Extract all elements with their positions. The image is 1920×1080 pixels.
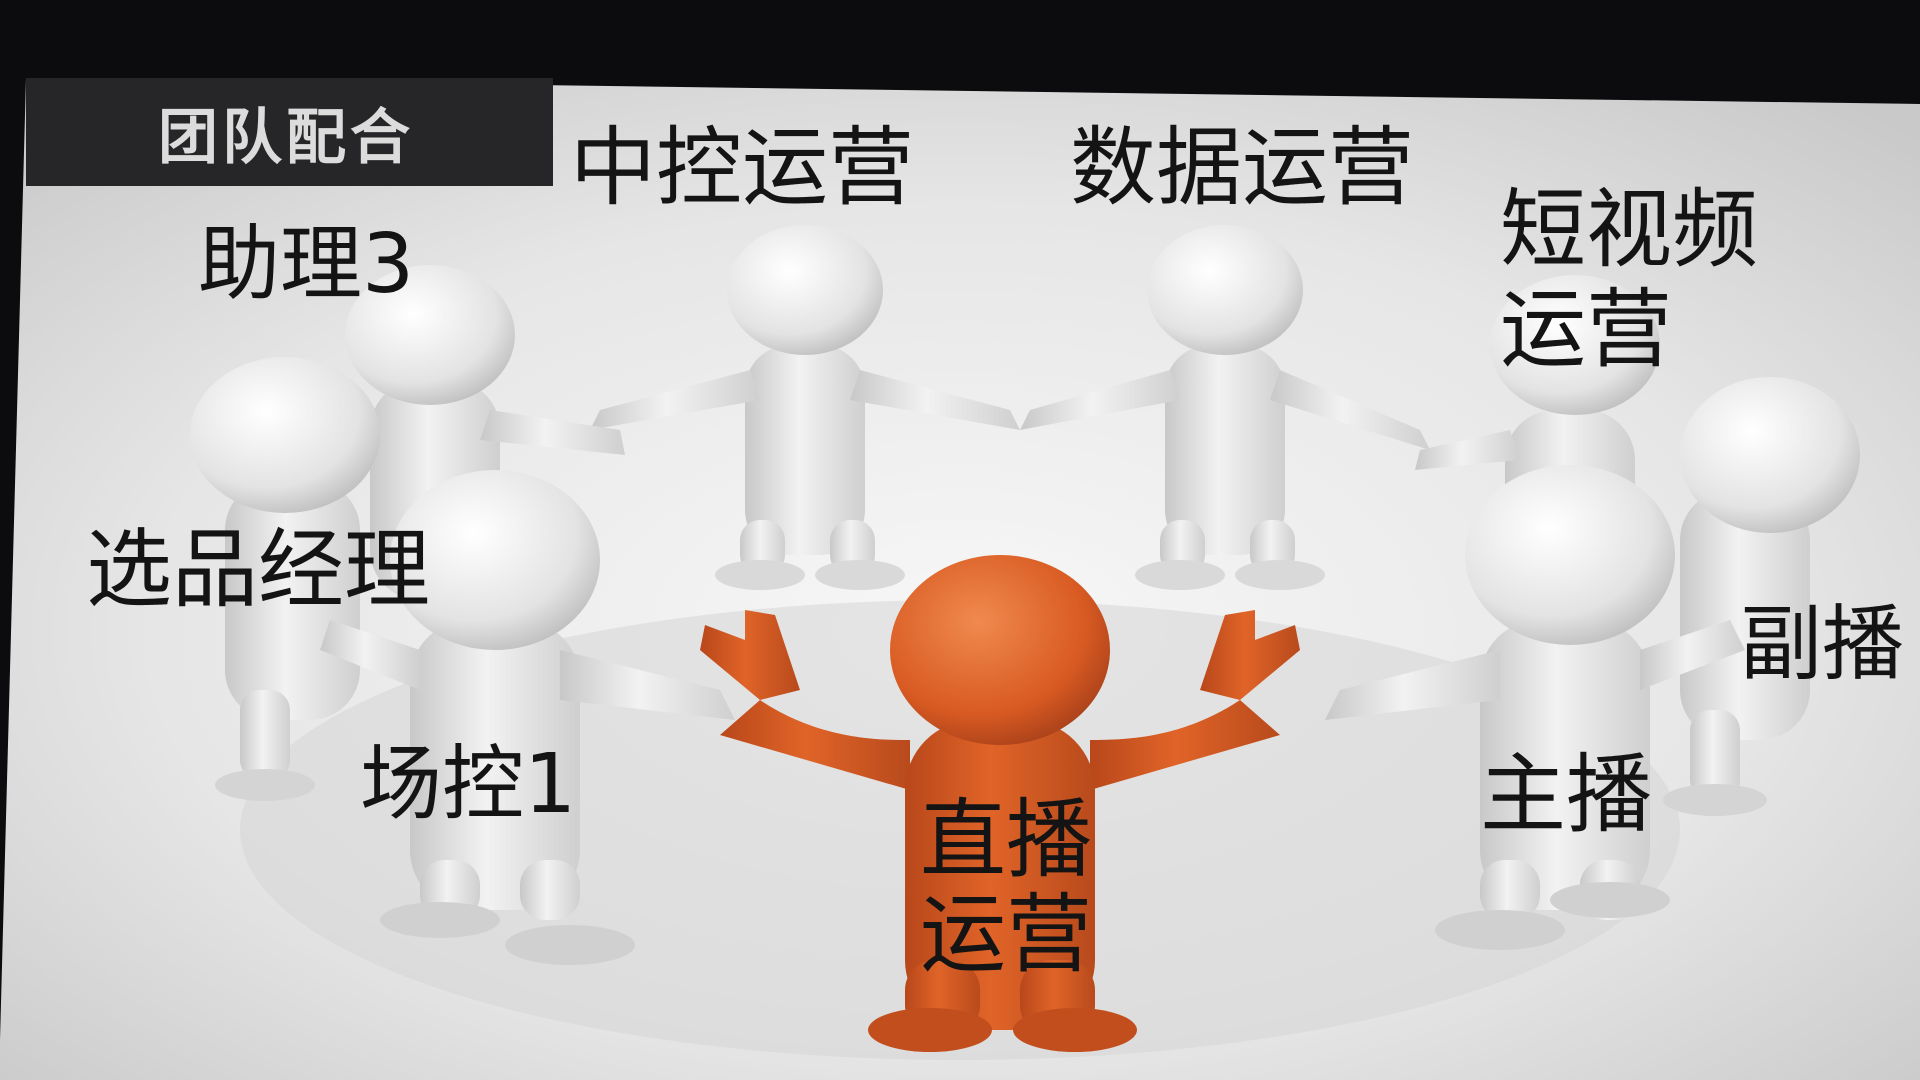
figure-host [1325, 465, 1745, 950]
label-short-video-line2: 运营 [1500, 280, 1672, 380]
figure-central-control [590, 225, 1020, 590]
header-band: 团队配合 [26, 78, 553, 186]
label-co-host: 副播 [1740, 597, 1905, 692]
header-title: 团队配合 [158, 102, 414, 173]
label-short-video-line1: 短视频 [1500, 180, 1758, 280]
figure-co-host [1663, 377, 1860, 816]
label-central-control: 中控运营 [570, 118, 914, 218]
label-host: 主播 [1480, 745, 1652, 845]
figure-live-operations-orange [700, 555, 1300, 1052]
label-live-ops-line2: 运营 [920, 885, 1092, 985]
label-data-operations: 数据运营 [1070, 118, 1414, 218]
figure-product-manager [190, 357, 380, 801]
figure-data-operations [1020, 225, 1430, 590]
label-product-manager: 选品经理 [86, 520, 430, 620]
label-field-control: 场控1 [360, 737, 577, 832]
label-assistant: 助理3 [198, 217, 415, 312]
label-live-ops-line1: 直播 [920, 790, 1092, 890]
figure-field-control [320, 470, 735, 965]
